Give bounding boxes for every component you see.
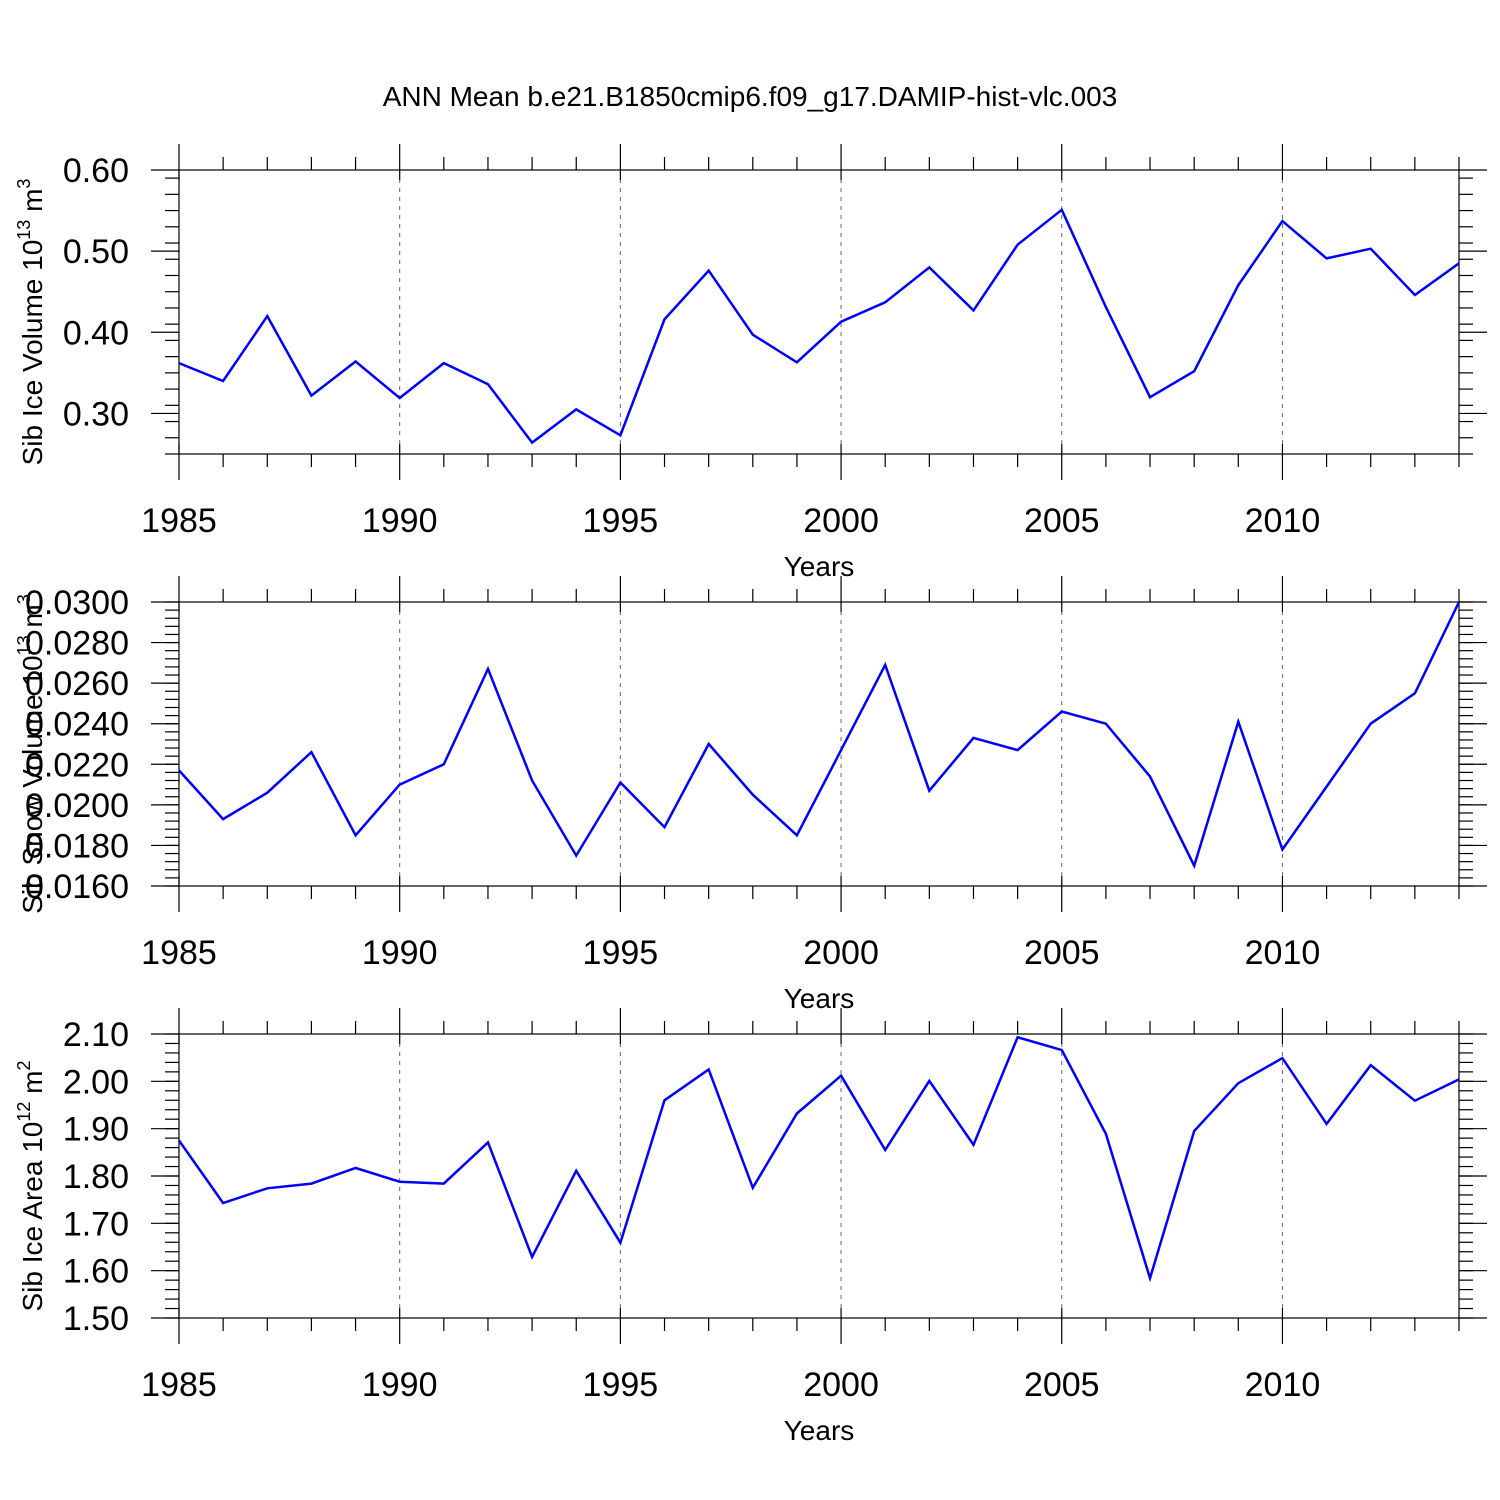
x-tick-label: 2010 xyxy=(1245,934,1321,972)
x-tick-label: 2005 xyxy=(1024,502,1100,540)
y-tick-label: 2.10 xyxy=(63,1016,129,1054)
y-axis-label-unit-exp: 2 xyxy=(14,1060,34,1070)
y-axis-label-exp: 12 xyxy=(14,1102,34,1122)
plot-frame xyxy=(178,601,1460,887)
y-tick-label: 0.0180 xyxy=(25,827,129,865)
y-tick-label: 1.70 xyxy=(63,1205,129,1243)
y-axis-label-unit: m xyxy=(17,1070,48,1101)
y-axis-label-text: Sib Snow Volume 10 xyxy=(17,655,48,913)
y-axis-label-exp: 13 xyxy=(14,220,34,240)
x-axis-label: Years xyxy=(784,1415,855,1446)
panel-1: 1985 1990 1995 2000 2005 2010 0.30 0.40 0.50 0.60… xyxy=(14,144,1487,582)
y-axis-label-exp: 13 xyxy=(14,635,34,655)
y-tick-label: 1.80 xyxy=(63,1158,129,1196)
y-tick-label: 0.30 xyxy=(63,395,129,433)
y-axis-label-unit: m xyxy=(17,604,48,635)
y-tick-label: 0.40 xyxy=(63,314,129,352)
x-tick-label: 2000 xyxy=(803,934,879,972)
chart-title: ANN Mean b.e21.B1850cmip6.f09_g17.DAMIP-… xyxy=(383,81,1118,112)
y-tick-label: 0.60 xyxy=(63,152,129,190)
x-axis-label: Years xyxy=(784,983,855,1014)
series-line xyxy=(177,1035,1460,1283)
y-tick-label: 0.0260 xyxy=(25,665,129,703)
x-tick-label: 2010 xyxy=(1245,1366,1321,1404)
x-tick-label: 2010 xyxy=(1245,502,1321,540)
series-line xyxy=(178,601,1461,870)
x-tick-label: 1995 xyxy=(583,1366,659,1404)
y-tick-label: 1.90 xyxy=(63,1111,129,1149)
y-tick-label: 1.60 xyxy=(63,1253,129,1291)
y-tick-label: 0.0220 xyxy=(25,746,129,784)
x-tick-label: 1985 xyxy=(141,934,217,972)
x-tick-label: 1995 xyxy=(583,502,659,540)
y-tick-label: 1.50 xyxy=(63,1300,129,1338)
y-axis-label-unit: m xyxy=(17,189,48,220)
y-axis-label-text: Sib Ice Area 10 xyxy=(17,1122,48,1312)
x-tick-label: 1985 xyxy=(141,502,217,540)
x-tick-label: 2005 xyxy=(1024,1366,1100,1404)
panel-3: 1985 1990 1995 2000 2005 2010 1.50 1.60 1.70 1.80… xyxy=(14,1008,1487,1446)
y-tick-label: 0.0280 xyxy=(25,625,129,663)
plot-frame xyxy=(178,169,1460,455)
x-tick-label: 2005 xyxy=(1024,934,1100,972)
y-tick-label: 0.50 xyxy=(63,233,129,271)
y-tick-label: 0.0300 xyxy=(25,584,129,622)
x-tick-label: 1990 xyxy=(362,1366,438,1404)
y-tick-label: 0.0200 xyxy=(25,787,129,825)
panel-2: 1985 1990 1995 2000 2005 20100.01600.01800.02… xyxy=(14,576,1487,1014)
x-tick-label: 1990 xyxy=(362,502,438,540)
plot-frame xyxy=(178,1033,1460,1319)
y-tick-label: 2.00 xyxy=(63,1063,129,1101)
x-tick-label: 2000 xyxy=(803,1366,879,1404)
y-axis-label: Sib Ice Volume 1013 m3 xyxy=(14,179,48,466)
series-line xyxy=(178,207,1460,445)
x-tick-label: 2000 xyxy=(803,502,879,540)
x-axis-label: Years xyxy=(784,551,855,582)
x-tick-label: 1985 xyxy=(141,1366,217,1404)
y-axis-label: Sib Ice Area 1012 m2 xyxy=(14,1060,48,1311)
x-tick-label: 1990 xyxy=(362,934,438,972)
y-axis-label-unit-exp: 3 xyxy=(14,594,34,604)
y-tick-label: 0.0240 xyxy=(25,706,129,744)
panels-group: 1985 1990 1995 2000 2005 2010 0.30 0.40 0.50 0.60… xyxy=(14,144,1487,1446)
x-tick-label: 1995 xyxy=(583,934,659,972)
y-axis-label: Sib Snow Volume 1013 m3 xyxy=(14,594,48,914)
y-axis-label-unit-exp: 3 xyxy=(14,179,34,189)
y-axis-label-text: Sib Ice Volume 10 xyxy=(17,240,48,466)
y-tick-label: 0.0160 xyxy=(25,868,129,906)
